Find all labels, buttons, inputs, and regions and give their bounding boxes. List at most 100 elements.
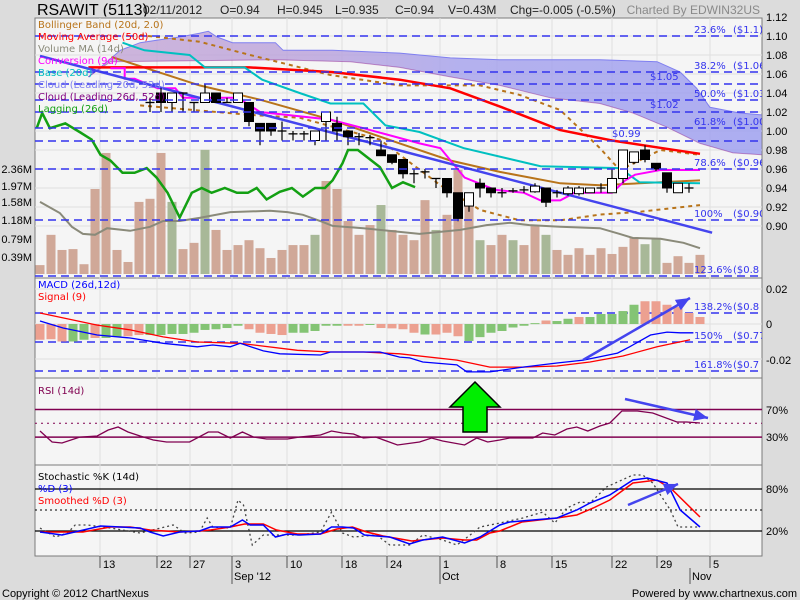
volume-bar: [354, 234, 364, 274]
legend-bollinger: Bollinger Band (20d, 2.0): [38, 20, 164, 31]
macd-histogram-bar: [409, 324, 419, 333]
volume-bar: [497, 234, 507, 274]
volume-axis-label: 0.39M: [1, 252, 32, 264]
volume-bar: [673, 256, 683, 274]
candle-up: [585, 187, 595, 194]
volume-bar: [211, 229, 221, 274]
volume-bar: [464, 205, 474, 274]
price-axis-label: 1.02: [766, 107, 787, 119]
date-axis-label: 8: [500, 559, 506, 571]
price-axis-label: 0.92: [766, 202, 787, 214]
volume-ma-line: [39, 201, 701, 250]
volume-bar: [431, 229, 441, 274]
date-axis-label: 24: [390, 559, 402, 571]
fibonacci-percent: 100%: [694, 209, 723, 220]
macd-trend-arrow-shaft: [582, 296, 691, 362]
volume-bar: [200, 149, 210, 274]
candle-down: [398, 159, 408, 175]
volume-bar: [596, 248, 606, 274]
volume-bar: [299, 245, 309, 274]
volume-bar: [420, 200, 430, 274]
powered-by-link[interactable]: Powered by www.chartnexus.com: [632, 588, 797, 600]
macd-histogram-bar: [35, 324, 45, 340]
volume-bar: [530, 225, 540, 274]
macd-histogram-bar: [68, 324, 78, 342]
fibonacci-percent: 78.6%: [694, 158, 726, 169]
volume-axis-label: 1.97M: [1, 181, 32, 193]
legend-stoch-d: %D (3): [38, 484, 73, 495]
macd-histogram-bar: [376, 324, 386, 329]
price-axis-label: 1.06: [766, 69, 787, 81]
volume-bar: [662, 262, 672, 274]
candle-up: [310, 130, 320, 141]
macd-layer: [35, 301, 705, 373]
macd-axis-label: -0.02: [766, 355, 791, 367]
date-axis-label: 22: [160, 559, 172, 571]
candle-up: [530, 185, 540, 193]
price-axis-label: 1.04: [766, 88, 787, 100]
macd-histogram-bar: [464, 324, 474, 341]
volume-bar: [629, 237, 639, 274]
rsi-panel[interactable]: [34, 377, 763, 466]
candle-down: [332, 122, 342, 132]
candle-down: [651, 162, 661, 170]
high-price: H=0.945: [277, 3, 323, 17]
macd-histogram-bar: [365, 324, 375, 325]
fibonacci-price: ($0.905: [733, 209, 772, 220]
macd-histogram-bar: [442, 324, 452, 333]
volume-axis-label: 1.18M: [1, 215, 32, 227]
macd-histogram-bar: [211, 324, 221, 330]
fibonacci-percent: 150%: [694, 331, 723, 342]
volume-bar: [123, 261, 133, 274]
buy-signal-up-arrow-icon: [448, 380, 502, 433]
legend-signal: Signal (9): [38, 292, 86, 303]
macd-histogram-bar: [563, 318, 573, 324]
macd-histogram-bar: [156, 324, 166, 336]
macd-histogram-bar: [266, 324, 276, 334]
volume-bar: [618, 246, 628, 274]
macd-histogram-bar: [255, 324, 265, 333]
date-axis-label: 22: [615, 559, 627, 571]
volume-bar: [387, 229, 397, 274]
date-axis-label: 27: [193, 559, 205, 571]
price-axis-label: 0.98: [766, 145, 787, 157]
fibonacci-price: ($0.7: [733, 360, 759, 371]
candle-up: [629, 151, 639, 163]
volume-bar: [156, 152, 166, 274]
legend-stoch-smoothed: Smoothed %D (3): [38, 496, 127, 507]
volume-bar: [101, 152, 111, 274]
price-axis-label: 1.12: [766, 12, 787, 24]
volume-axis-label: 1.58M: [1, 197, 32, 209]
month-axis-label: Oct: [442, 571, 459, 583]
date-axis-label: 3: [235, 559, 241, 571]
candle-up: [607, 178, 617, 194]
rsi-trend-arrow-head: [693, 409, 708, 421]
macd-histogram-bar: [134, 324, 144, 336]
macd-histogram-bar: [200, 324, 210, 330]
volume-bar: [57, 249, 67, 274]
macd-histogram-bar: [189, 324, 199, 333]
quote-date: 02/11/2012: [143, 3, 202, 17]
volume-bar: [563, 254, 573, 274]
legend-cloud-b: Cloud (Leading 26d, 52d): [38, 92, 165, 103]
fibonacci-percent: 123.6%: [694, 265, 732, 276]
candle-up: [464, 192, 474, 207]
stochastic-panel[interactable]: [34, 464, 763, 557]
volume-bar: [585, 254, 595, 274]
volume-bar: [266, 257, 276, 274]
candle-up: [167, 92, 177, 103]
fibonacci-price: ($1.03: [733, 89, 766, 100]
date-axis-label: 18: [345, 559, 357, 571]
volume-bar: [167, 201, 177, 274]
charted-by: Charted By EDWIN32US: [627, 3, 760, 17]
legend-base: Base (20d): [38, 68, 93, 79]
open-price: O=0.94: [220, 3, 260, 17]
price-legend: Bollinger Band (20d, 2.0) Moving Average…: [38, 20, 165, 115]
candle-down: [486, 187, 496, 194]
volume-bar: [409, 240, 419, 274]
volume-bar: [651, 238, 661, 274]
fibonacci-percent: 138.2%: [694, 302, 732, 313]
volume-bar: [442, 214, 452, 274]
volume-axis-label: 2.36M: [1, 164, 32, 176]
volume-bar: [365, 225, 375, 274]
